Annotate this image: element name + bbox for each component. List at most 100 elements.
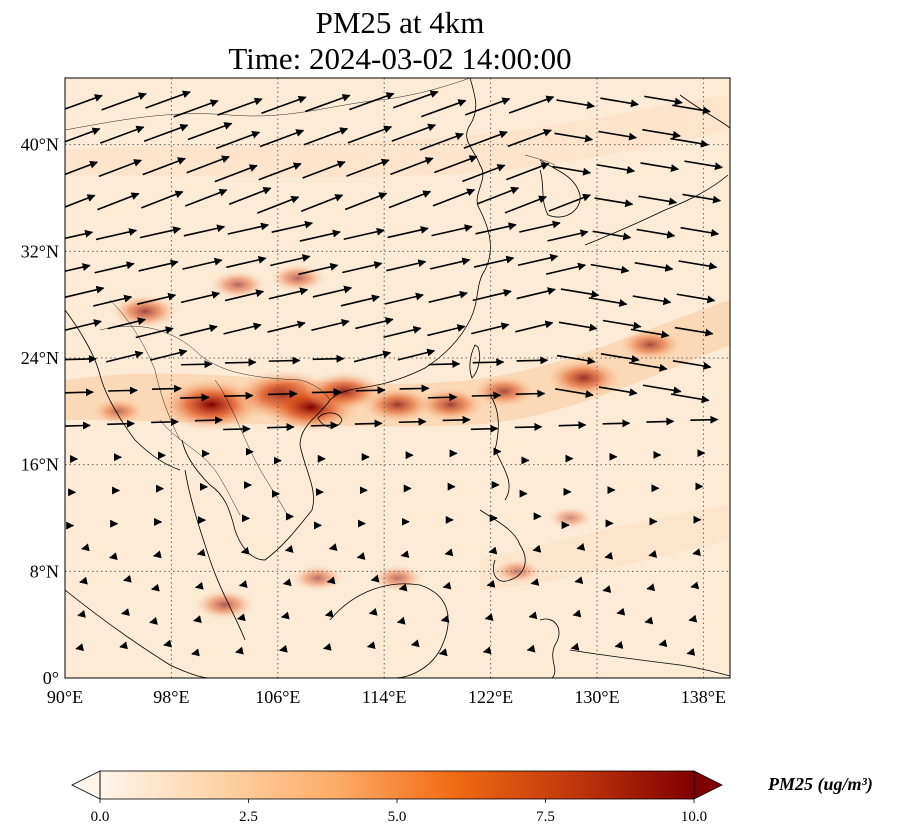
wind-arrow <box>602 319 642 330</box>
wind-arrow <box>224 391 254 400</box>
wind-arrow <box>646 583 656 592</box>
wind-arrow <box>224 358 257 367</box>
wind-arrow <box>431 224 473 237</box>
colorbar-tick-label: 2.5 <box>239 809 258 825</box>
latitude-tick-labels: 0° 8°N 16°N 24°N 32°N 40°N <box>21 135 59 688</box>
wind-arrow <box>303 127 349 146</box>
graticule <box>64 78 730 679</box>
wind-arrow <box>558 321 598 332</box>
colorbar-gradient <box>100 771 694 799</box>
wind-arrow <box>119 641 128 650</box>
wind-arrow <box>182 257 223 270</box>
wind-arrow <box>604 551 614 560</box>
wind-arrow <box>602 585 612 593</box>
wind-arrow <box>486 579 496 588</box>
wind-arrow <box>344 192 388 211</box>
wind-arrow <box>237 613 246 622</box>
wind-arrow <box>548 193 591 212</box>
wind-arrow <box>614 641 624 649</box>
pm25-plume-14 <box>370 564 425 592</box>
pm25-plume-17 <box>547 506 594 530</box>
wind-arrow <box>674 326 714 337</box>
wind-arrow <box>514 422 543 431</box>
wind-arrow <box>399 384 430 393</box>
wind-arrow <box>428 290 468 303</box>
wind-arrow <box>184 188 228 207</box>
wind-arrow <box>173 99 219 118</box>
wind-arrow <box>616 607 626 616</box>
wind-arrow <box>180 291 221 304</box>
wind-arrow <box>598 130 638 141</box>
wind-arrow <box>75 643 85 652</box>
pm25-plume-15 <box>492 558 542 584</box>
wind-arrow <box>343 227 385 241</box>
wind-arrow <box>390 157 434 176</box>
wind-arrow <box>397 348 436 361</box>
wind-arrow <box>387 226 429 239</box>
wind-arrow <box>366 641 376 650</box>
border-thailand <box>159 419 241 516</box>
wind-arrow <box>545 262 587 275</box>
wind-arrow <box>194 416 223 425</box>
wind-arrow <box>223 424 251 433</box>
wind-arrow <box>596 163 636 174</box>
wind-arrow <box>532 544 542 553</box>
wind-arrow <box>323 643 332 651</box>
wind-arrow <box>347 125 393 144</box>
colorbar-tick-label: 7.5 <box>536 809 555 825</box>
wind-arrow <box>151 417 179 426</box>
wind-arrow <box>556 99 595 110</box>
wind-arrow <box>270 254 311 267</box>
map-title: PM25 at 4km <box>315 5 485 40</box>
wind-arrow <box>630 328 670 339</box>
wind-arrow <box>267 389 298 398</box>
wind-arrow <box>428 360 461 368</box>
wind-arrow <box>470 424 499 433</box>
wind-arrow <box>152 550 162 559</box>
wind-arrow <box>65 354 97 363</box>
coastline-new-guinea <box>569 649 730 677</box>
wind-arrow <box>143 123 189 143</box>
coastline-china <box>329 78 491 401</box>
lat-tick-label: 40°N <box>21 135 59 155</box>
wind-arrow <box>98 159 142 178</box>
wind-arrow <box>65 388 94 397</box>
wind-arrow <box>226 255 267 269</box>
wind-arrow <box>594 197 634 208</box>
lon-tick-label: 138°E <box>681 687 726 707</box>
wind-arrow <box>326 576 336 585</box>
colorbar-label: PM25 (ug/m³) <box>768 774 873 794</box>
wind-arrow <box>65 263 91 273</box>
wind-arrow <box>223 322 262 335</box>
wind-arrow <box>107 317 146 330</box>
lat-tick-label: 8°N <box>30 561 59 581</box>
wind-arrow <box>672 360 712 370</box>
wind-arrow <box>284 545 294 553</box>
wind-arrow <box>440 614 450 623</box>
wind-arrow <box>508 95 555 114</box>
wind-arrow <box>97 192 140 211</box>
wind-arrow <box>488 546 498 555</box>
border-myanmar <box>109 299 181 441</box>
wind-arrow <box>383 325 422 339</box>
colorbar-ticks: 0.0 2.5 5.0 7.5 10.0 <box>91 799 707 825</box>
wind-arrow <box>267 423 295 432</box>
wind-arrow <box>349 92 395 111</box>
wind-arrow <box>530 578 540 586</box>
map-frame <box>64 77 731 679</box>
wind-arrow <box>427 324 466 337</box>
wind-arrow <box>136 292 177 305</box>
wind-arrow <box>312 354 345 363</box>
wind-arrow <box>370 574 380 583</box>
wind-arrow <box>421 99 467 118</box>
wind-arrow <box>688 614 698 623</box>
wind-arrow <box>462 164 506 183</box>
wind-arrow <box>598 386 638 397</box>
wind-arrow <box>388 190 432 209</box>
wind-arrow <box>634 262 674 272</box>
wind-arrow <box>670 137 709 148</box>
wind-arrow <box>646 417 675 426</box>
colorbar-max-extend-triangle <box>693 770 723 800</box>
coastline-japan <box>584 174 729 246</box>
